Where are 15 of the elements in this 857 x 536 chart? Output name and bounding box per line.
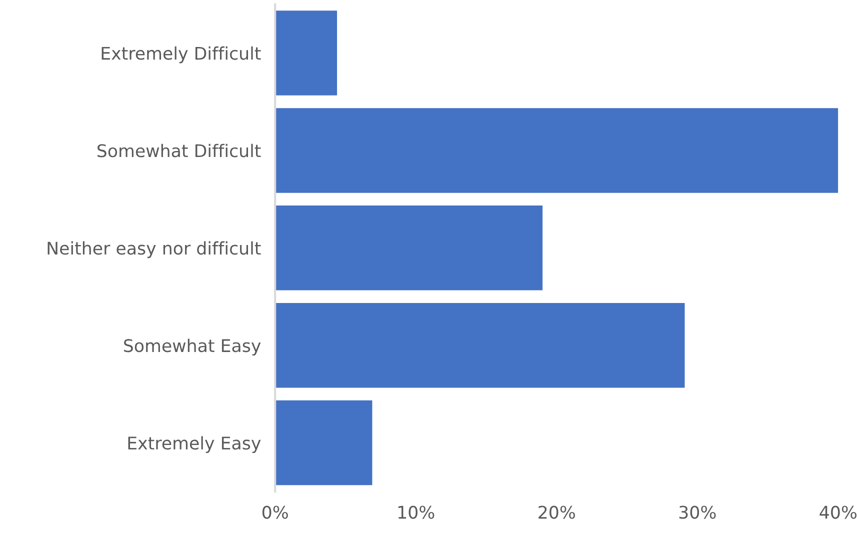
bar <box>275 108 838 193</box>
bar <box>275 206 543 290</box>
y-tick-label: Somewhat Easy <box>124 338 261 356</box>
x-tick-label: 30% <box>679 506 716 519</box>
bar <box>275 10 338 96</box>
y-tick-label: Neither easy nor difficult <box>48 241 261 258</box>
x-tick-label: 20% <box>538 506 575 519</box>
y-tick-label: Extremely Easy <box>128 436 261 453</box>
y-tick-label: Somewhat Difficult <box>98 144 261 158</box>
x-tick-label: 40% <box>820 506 856 519</box>
x-tick-label: 0% <box>262 506 288 519</box>
x-tick-label: 10% <box>398 506 434 519</box>
bar <box>275 302 685 388</box>
bar <box>275 400 372 486</box>
y-tick-label: Extremely Difficult <box>102 46 261 64</box>
